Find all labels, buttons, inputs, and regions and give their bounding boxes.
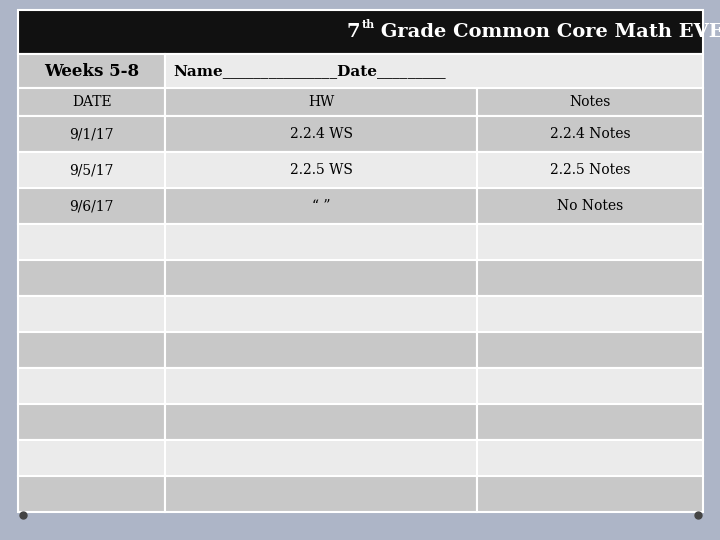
Bar (166, 368, 477, 404)
Bar (477, 296, 703, 332)
Text: HW: HW (308, 95, 334, 109)
Text: 2.2.5 WS: 2.2.5 WS (289, 163, 353, 177)
Bar (166, 188, 477, 224)
Text: 2.2.4 WS: 2.2.4 WS (289, 127, 353, 141)
Bar (18, 260, 166, 296)
Bar (166, 440, 477, 476)
Text: 9/1/17: 9/1/17 (69, 127, 114, 141)
Text: DATE: DATE (72, 95, 112, 109)
Bar (18, 296, 166, 332)
Bar (477, 152, 703, 188)
Bar (477, 440, 703, 476)
Text: 2.2.5 Notes: 2.2.5 Notes (550, 163, 630, 177)
Text: “ ”: “ ” (312, 199, 330, 213)
Bar (166, 224, 477, 260)
Bar (18, 152, 166, 188)
Bar (18, 188, 166, 224)
Bar (166, 296, 477, 332)
Text: 9/5/17: 9/5/17 (69, 163, 114, 177)
Bar (477, 368, 703, 404)
Bar (477, 188, 703, 224)
Bar (166, 476, 477, 512)
Bar (18, 116, 166, 152)
Bar (18, 54, 166, 88)
Bar (166, 116, 477, 152)
Text: 7: 7 (347, 23, 361, 41)
Text: Weeks 5-8: Weeks 5-8 (44, 63, 139, 79)
Bar (477, 260, 703, 296)
Text: 9/6/17: 9/6/17 (69, 199, 114, 213)
Bar (166, 260, 477, 296)
Text: th: th (361, 18, 374, 30)
Bar (18, 368, 166, 404)
Bar (477, 116, 703, 152)
Bar (18, 404, 166, 440)
Bar (477, 476, 703, 512)
Bar (166, 152, 477, 188)
Text: 2.2.4 Notes: 2.2.4 Notes (549, 127, 630, 141)
Bar (18, 88, 166, 116)
Bar (18, 476, 166, 512)
Bar (18, 10, 703, 54)
Bar (477, 404, 703, 440)
Text: Grade Common Core Math EVEN: Grade Common Core Math EVEN (374, 23, 720, 41)
Text: Notes: Notes (570, 95, 611, 109)
Bar (166, 88, 477, 116)
Bar (18, 332, 166, 368)
Bar (18, 440, 166, 476)
Bar (18, 224, 166, 260)
Text: No Notes: No Notes (557, 199, 623, 213)
Bar (477, 88, 703, 116)
Bar (477, 332, 703, 368)
Text: Name_______________Date_________: Name_______________Date_________ (174, 64, 446, 78)
Bar (166, 54, 703, 88)
Bar (477, 224, 703, 260)
Bar (166, 404, 477, 440)
Bar (166, 332, 477, 368)
